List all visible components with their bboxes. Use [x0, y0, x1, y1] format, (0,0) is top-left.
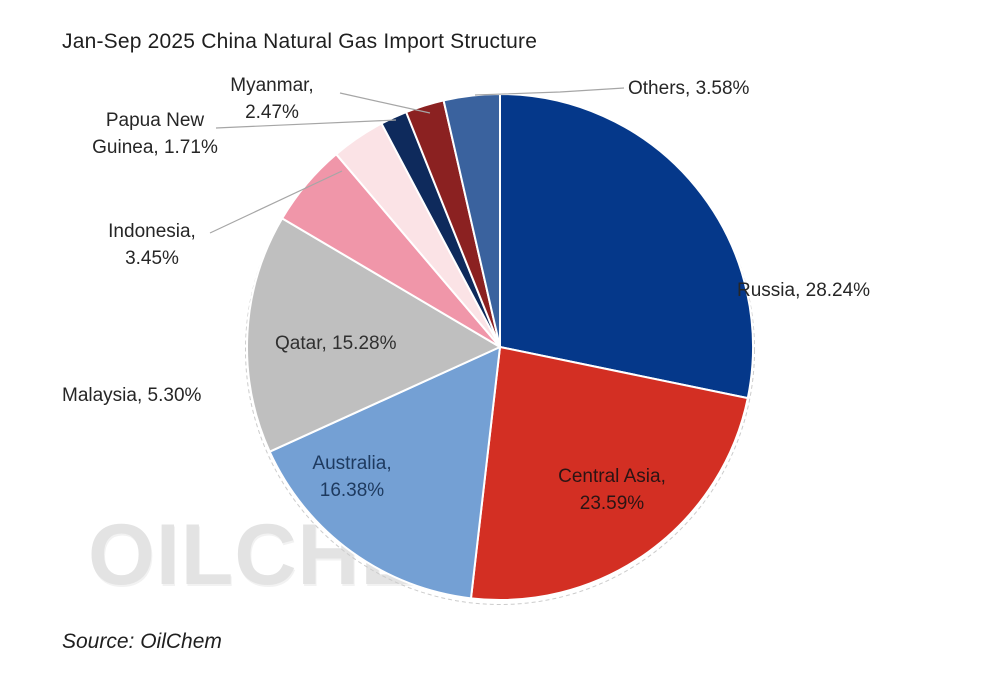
slice-label-qatar: Qatar, 15.28% [275, 330, 396, 357]
slice-label-myanmar: Myanmar, 2.47% [202, 72, 342, 126]
slice-label-central-asia: Central Asia, 23.59% [532, 463, 692, 517]
chart-title: Jan-Sep 2025 China Natural Gas Import St… [62, 30, 538, 53]
slice-label-line: 16.38% [319, 480, 385, 501]
slice-label-line: Myanmar, [230, 75, 314, 96]
slice-label-russia: Russia, 28.24% [737, 277, 870, 304]
pie-slice-australia[interactable] [268, 346, 501, 600]
slice-label-line: 23.59% [579, 493, 645, 514]
leader-line-papua-new-guinea [215, 119, 397, 129]
slice-label-line: Malaysia, 5.30% [62, 385, 202, 406]
slice-label-line: Others, 3.58% [628, 78, 750, 99]
slice-label-line: Indonesia, [108, 221, 196, 242]
slice-label-line: 3.45% [125, 248, 179, 269]
slice-label-australia: Australia, 16.38% [282, 450, 422, 504]
slice-label-line: Australia, [312, 453, 392, 474]
source-credit: Source: OilChem [62, 630, 222, 653]
pie-slice-central-asia[interactable] [469, 346, 749, 601]
slice-label-papua-new-guinea: Papua New Guinea, 1.71% [75, 107, 235, 161]
leader-line-others [474, 87, 625, 96]
slice-label-line: Qatar, 15.28% [275, 333, 397, 354]
slice-label-line: 2.47% [245, 102, 299, 123]
slice-label-line: Central Asia, [558, 466, 666, 487]
slice-label-indonesia: Indonesia, 3.45% [82, 218, 222, 272]
slice-label-others: Others, 3.58% [628, 75, 749, 102]
leader-line-indonesia [209, 170, 343, 234]
pie-slice-qatar[interactable] [246, 217, 501, 453]
leader-line-myanmar [339, 92, 431, 114]
slice-label-line: Guinea, 1.71% [92, 137, 218, 158]
slice-label-malaysia: Malaysia, 5.30% [62, 382, 201, 409]
pie-slice-russia[interactable] [499, 93, 755, 400]
slice-label-line: Papua New [105, 110, 205, 131]
slice-label-line: Russia, 28.24% [737, 280, 871, 301]
